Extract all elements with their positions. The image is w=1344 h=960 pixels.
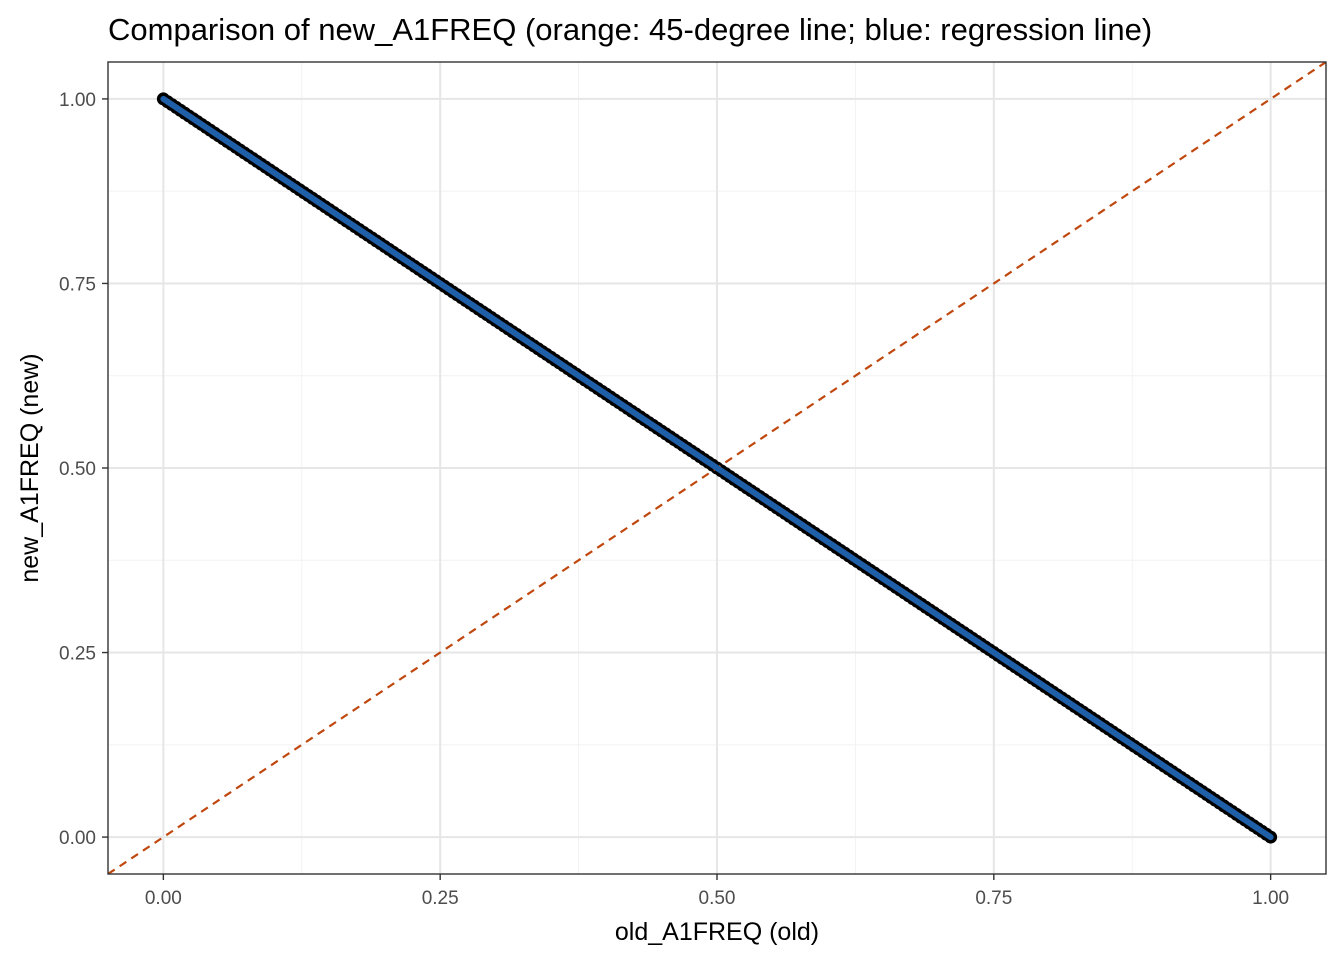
y-axis: 0.00 0.25 0.50 0.75 1.00: [59, 90, 108, 849]
major-gridlines: [108, 62, 1326, 874]
y-tick-label: 1.00: [59, 90, 96, 111]
plot-area: [108, 62, 1326, 874]
y-tick-label: 0.00: [59, 828, 96, 849]
x-tick-label: 0.00: [145, 888, 182, 909]
regression-line: [160, 95, 1274, 841]
chart-title: Comparison of new_A1FREQ (orange: 45-deg…: [108, 12, 1152, 47]
x-axis: 0.00 0.25 0.50 0.75 1.00: [145, 874, 1289, 909]
x-axis-title: old_A1FREQ (old): [615, 918, 819, 946]
reference-lines: [108, 62, 1326, 874]
x-tick-label: 0.75: [975, 888, 1012, 909]
x-tick-label: 0.50: [699, 888, 736, 909]
x-tick-label: 0.25: [422, 888, 459, 909]
y-tick-label: 0.50: [59, 459, 96, 480]
y-tick-label: 0.75: [59, 274, 96, 295]
y-tick-label: 0.25: [59, 644, 96, 665]
x-tick-label: 1.00: [1252, 888, 1289, 909]
y-axis-title: new_A1FREQ (new): [16, 353, 44, 582]
